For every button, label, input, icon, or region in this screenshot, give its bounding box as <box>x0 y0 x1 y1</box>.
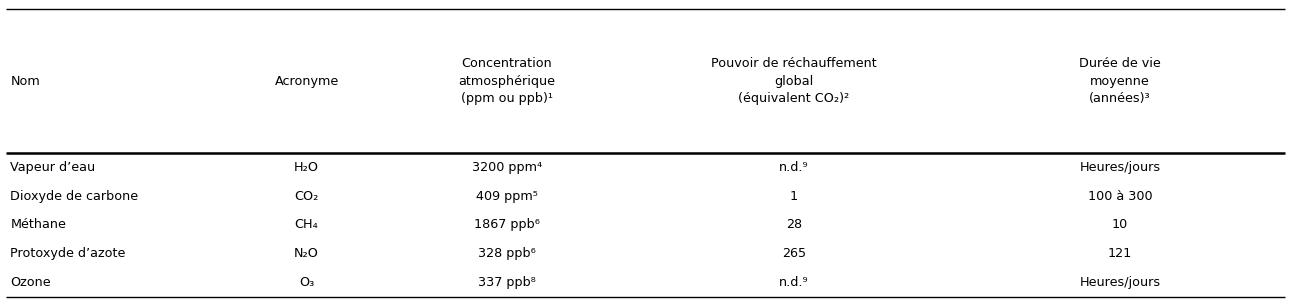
Text: O₃: O₃ <box>300 276 314 289</box>
Text: 1: 1 <box>790 190 798 203</box>
Text: N₂O: N₂O <box>294 247 319 260</box>
Text: Concentration
atmosphérique
(ppm ou ppb)¹: Concentration atmosphérique (ppm ou ppb)… <box>458 57 555 105</box>
Text: 10: 10 <box>1112 218 1128 231</box>
Text: Heures/jours: Heures/jours <box>1079 276 1161 289</box>
Text: Heures/jours: Heures/jours <box>1079 161 1161 174</box>
Text: Acronyme: Acronyme <box>275 75 338 88</box>
Text: CH₄: CH₄ <box>294 218 319 231</box>
Text: 3200 ppm⁴: 3200 ppm⁴ <box>471 161 542 174</box>
Text: Vapeur d’eau: Vapeur d’eau <box>10 161 96 174</box>
Text: 1867 ppb⁶: 1867 ppb⁶ <box>474 218 540 231</box>
Text: Méthane: Méthane <box>10 218 66 231</box>
Text: 337 ppb⁸: 337 ppb⁸ <box>478 276 536 289</box>
Text: n.d.⁹: n.d.⁹ <box>780 161 808 174</box>
Text: Pouvoir de réchauffement
global
(équivalent CO₂)²: Pouvoir de réchauffement global (équival… <box>711 57 877 105</box>
Text: 265: 265 <box>782 247 806 260</box>
Text: CO₂: CO₂ <box>294 190 319 203</box>
Text: Dioxyde de carbone: Dioxyde de carbone <box>10 190 138 203</box>
Text: 409 ppm⁵: 409 ppm⁵ <box>476 190 537 203</box>
Text: 100 à 300: 100 à 300 <box>1087 190 1153 203</box>
Text: 28: 28 <box>786 218 802 231</box>
Text: n.d.⁹: n.d.⁹ <box>780 276 808 289</box>
Text: Protoxyde d’azote: Protoxyde d’azote <box>10 247 125 260</box>
Text: Nom: Nom <box>10 75 40 88</box>
Text: Ozone: Ozone <box>10 276 50 289</box>
Text: 121: 121 <box>1108 247 1132 260</box>
Text: 328 ppb⁶: 328 ppb⁶ <box>478 247 536 260</box>
Text: H₂O: H₂O <box>294 161 319 174</box>
Text: Durée de vie
moyenne
(années)³: Durée de vie moyenne (années)³ <box>1079 57 1161 105</box>
